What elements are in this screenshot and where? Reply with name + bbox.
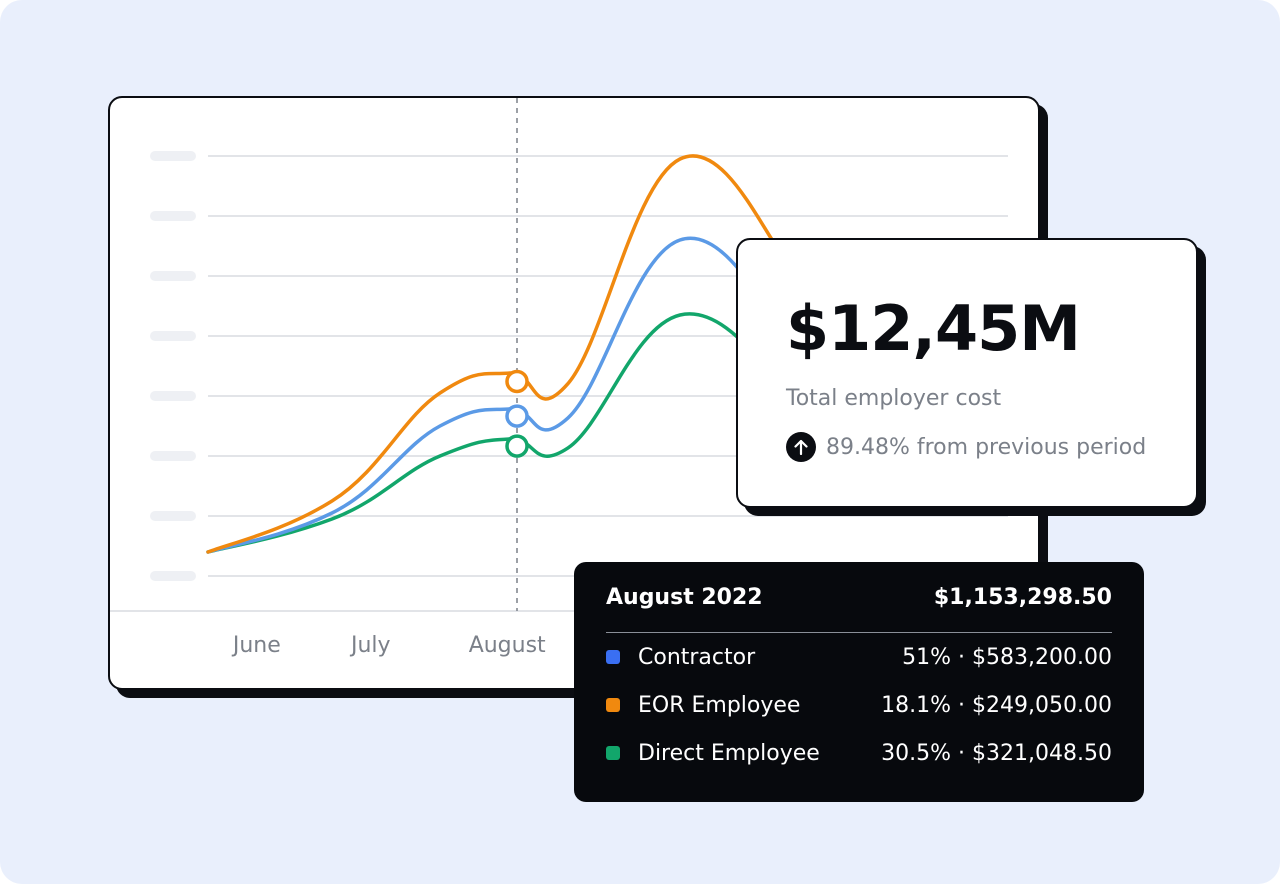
data-point-marker bbox=[505, 369, 529, 394]
y-tick-placeholder bbox=[150, 451, 196, 461]
change-indicator: 89.48% from previous period bbox=[786, 432, 1146, 462]
y-tick-placeholder bbox=[150, 331, 196, 341]
y-tick-placeholder bbox=[150, 391, 196, 401]
legend-swatch-contractor bbox=[606, 650, 620, 664]
arrow-up-icon bbox=[786, 432, 816, 462]
summary-card: $12,45M Total employer cost 89.48% from … bbox=[736, 238, 1198, 508]
tooltip-row-eor: EOR Employee 18.1% · $249,050.00 bbox=[606, 681, 1112, 729]
data-point-marker bbox=[505, 434, 529, 458]
tooltip-row-label: Contractor bbox=[638, 644, 756, 670]
tooltip-row-value: 51% · $583,200.00 bbox=[902, 644, 1112, 670]
tooltip-row-value: 30.5% · $321,048.50 bbox=[881, 740, 1112, 766]
y-tick-placeholder bbox=[150, 511, 196, 521]
total-cost-value: $12,45M bbox=[786, 292, 1081, 365]
y-tick-placeholder bbox=[150, 271, 196, 281]
x-tick-label: August bbox=[469, 633, 546, 658]
y-tick-placeholder bbox=[150, 571, 196, 581]
tooltip-period: August 2022 bbox=[606, 584, 763, 610]
x-tick-label: June bbox=[231, 633, 281, 658]
legend-swatch-eor bbox=[606, 698, 620, 712]
y-tick-placeholder bbox=[150, 151, 196, 161]
line-chart: June July August bbox=[110, 98, 1038, 658]
legend-swatch-direct bbox=[606, 746, 620, 760]
x-tick-label: July bbox=[349, 633, 391, 658]
tooltip-header: August 2022 $1,153,298.50 bbox=[606, 562, 1112, 633]
tooltip-total: $1,153,298.50 bbox=[933, 584, 1112, 610]
series-line-eor-employee bbox=[206, 154, 792, 554]
data-point-marker bbox=[505, 404, 529, 428]
tooltip-row-contractor: Contractor 51% · $583,200.00 bbox=[606, 633, 1112, 681]
y-tick-placeholder bbox=[150, 211, 196, 221]
tooltip-row-label: EOR Employee bbox=[638, 692, 801, 718]
tooltip-row-label: Direct Employee bbox=[638, 740, 820, 766]
total-cost-label: Total employer cost bbox=[786, 386, 1002, 411]
tooltip-row-direct: Direct Employee 30.5% · $321,048.50 bbox=[606, 729, 1112, 777]
series-line-contractor bbox=[206, 236, 792, 554]
tooltip-row-value: 18.1% · $249,050.00 bbox=[881, 692, 1112, 718]
change-text: 89.48% from previous period bbox=[826, 434, 1147, 460]
data-tooltip: August 2022 $1,153,298.50 Contractor 51%… bbox=[574, 562, 1144, 802]
